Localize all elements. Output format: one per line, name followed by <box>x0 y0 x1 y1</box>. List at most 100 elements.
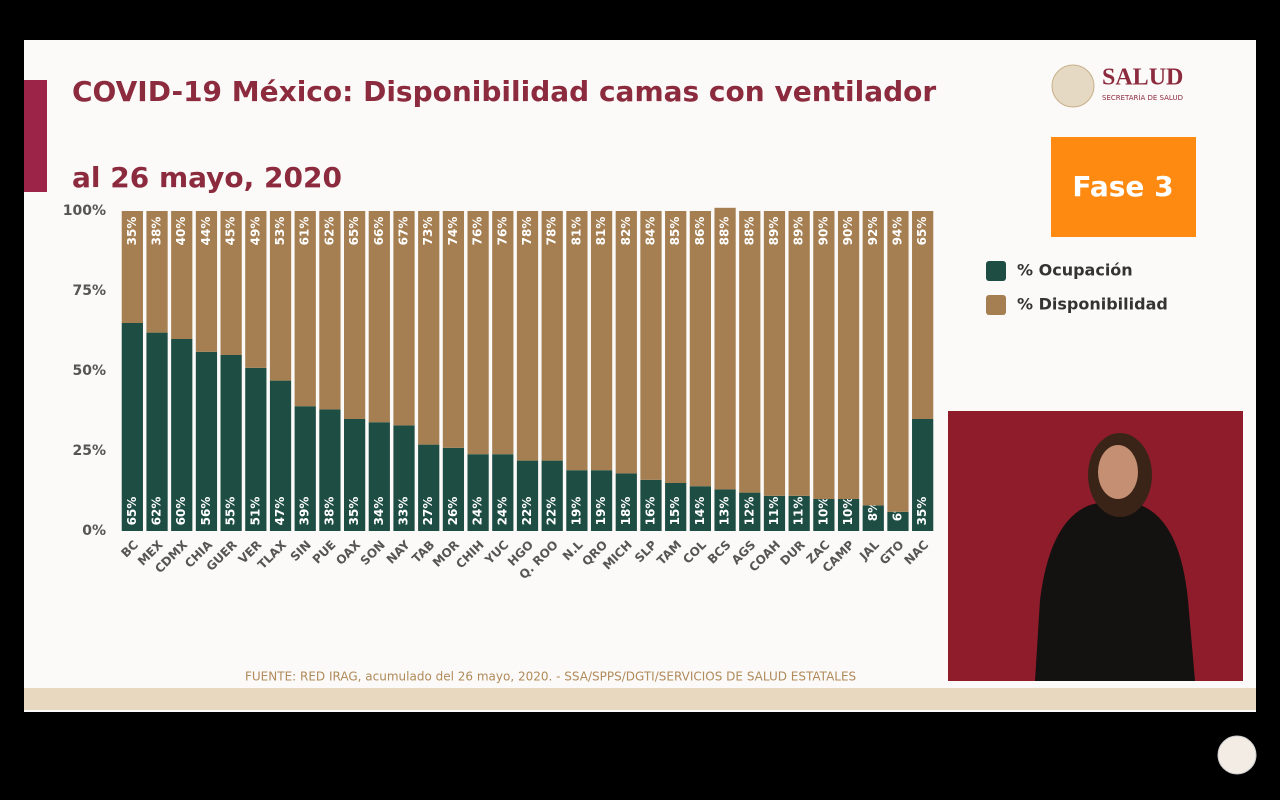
bar-segment <box>615 473 637 531</box>
bar-segment <box>146 332 168 531</box>
value-label: 56% <box>199 497 213 526</box>
value-label: 27% <box>421 497 435 526</box>
value-label: 86% <box>693 217 707 246</box>
value-label: 13% <box>718 497 732 526</box>
value-label: 74% <box>446 217 460 246</box>
bar-segment <box>442 211 465 448</box>
bar-segment <box>467 211 489 455</box>
value-label: 38% <box>322 497 336 526</box>
value-label: 60% <box>174 497 188 526</box>
value-label: 78% <box>545 217 559 246</box>
value-label: 24% <box>495 497 509 526</box>
bar-segment <box>121 323 143 531</box>
bar-segment <box>269 211 292 381</box>
value-label: 78% <box>520 217 534 246</box>
bar-segment <box>171 339 193 531</box>
bar-segment <box>590 470 613 531</box>
bar-segment <box>590 211 613 471</box>
bar-segment <box>862 505 884 531</box>
bar-segment <box>344 211 366 419</box>
bar-segment <box>788 495 810 531</box>
y-tick-label: 50% <box>72 363 106 379</box>
value-label: 92% <box>866 217 880 246</box>
bar-segment <box>368 211 390 423</box>
bar-segment <box>121 211 143 323</box>
value-label: 61% <box>298 217 312 246</box>
value-label: 10% <box>816 497 830 526</box>
bar-segment <box>912 211 934 419</box>
value-label: 14% <box>693 497 707 526</box>
bar-segment <box>615 211 637 474</box>
value-label: 65% <box>915 217 929 246</box>
value-label: 94% <box>890 217 904 246</box>
bar-segment <box>319 409 341 531</box>
value-label: 65% <box>125 497 139 526</box>
legend-label: % Ocupación <box>1017 261 1133 280</box>
value-label: 76% <box>495 217 509 246</box>
value-label: 11% <box>792 497 806 526</box>
bar-segment <box>640 211 662 480</box>
bar-segment <box>393 211 415 426</box>
bottom-bar <box>0 760 1280 800</box>
value-label: 22% <box>545 497 559 526</box>
logo-seal <box>1051 64 1095 108</box>
bar-segment <box>665 483 687 531</box>
chart-subtitle: al 26 mayo, 2020 <box>72 161 342 194</box>
bar-segment <box>665 211 687 483</box>
bar-segment <box>195 211 218 352</box>
value-label: 89% <box>792 217 806 246</box>
bar-segment <box>393 425 415 531</box>
y-tick-label: 75% <box>72 283 106 299</box>
value-label: 73% <box>421 217 435 246</box>
value-label: 49% <box>248 217 262 246</box>
value-label: 62% <box>322 217 336 246</box>
value-label: 85% <box>668 217 682 246</box>
bar-segment <box>739 211 761 493</box>
bar-segment <box>566 470 588 531</box>
bar-segment <box>171 211 193 339</box>
value-label: 12% <box>742 497 756 526</box>
value-label: 10% <box>841 497 855 526</box>
value-label: 35% <box>915 497 929 526</box>
bar-segment <box>418 444 440 531</box>
value-label: 62% <box>150 497 164 526</box>
value-label: 18% <box>619 497 633 526</box>
value-label: 15% <box>668 497 682 526</box>
value-label: 81% <box>569 217 583 246</box>
chart-title: COVID-19 México: Disponibilidad camas co… <box>72 75 936 108</box>
value-label: 22% <box>520 497 534 526</box>
value-label: 35% <box>347 497 361 526</box>
source-note: FUENTE: RED IRAG, acumulado del 26 mayo,… <box>245 670 856 684</box>
bar-segment <box>714 489 736 531</box>
value-label: 90% <box>841 217 855 246</box>
bar-segment <box>739 492 761 531</box>
value-label: 19% <box>594 497 608 526</box>
value-label: 88% <box>718 217 732 246</box>
value-label: 90% <box>816 217 830 246</box>
value-label: 11% <box>767 497 781 526</box>
title-accent <box>24 80 47 192</box>
legend-swatch <box>986 295 1006 315</box>
bar-segment <box>813 499 835 531</box>
bar-segment <box>492 454 514 531</box>
y-tick-label: 25% <box>72 443 106 459</box>
value-label: 76% <box>471 217 485 246</box>
value-label: 35% <box>125 217 139 246</box>
logo-subtitle: SECRETARÍA DE SALUD <box>1102 93 1183 102</box>
phase-label: Fase 3 <box>1072 170 1173 203</box>
bar-segment <box>319 211 341 410</box>
phase-badge <box>1051 137 1196 237</box>
bar-segment <box>344 419 366 531</box>
legend-label: % Disponibilidad <box>1017 295 1168 314</box>
bar-segment <box>516 460 539 531</box>
value-label: 8% <box>866 501 880 521</box>
bar-segment <box>220 211 242 355</box>
value-label: 39% <box>298 497 312 526</box>
value-label: 55% <box>224 497 238 526</box>
bar-segment <box>492 211 514 455</box>
gov-logo <box>1217 735 1257 775</box>
bar-segment <box>689 486 711 531</box>
bar-segment <box>294 406 316 531</box>
value-label: 84% <box>643 217 657 246</box>
